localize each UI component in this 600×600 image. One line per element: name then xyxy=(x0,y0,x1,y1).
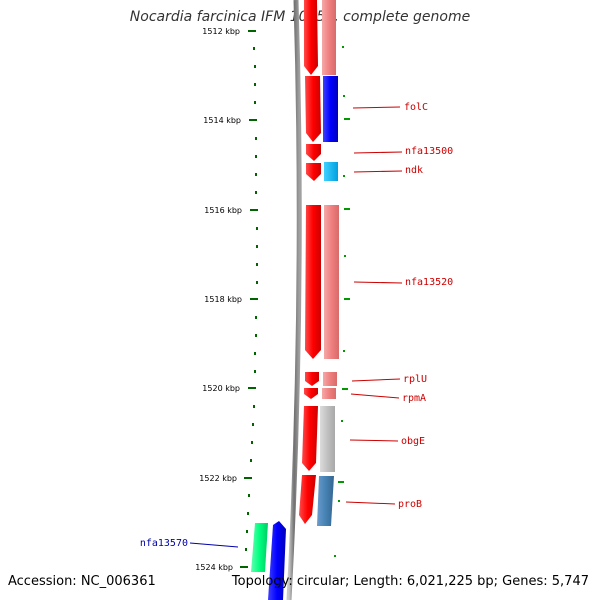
ruler-label: 1524 kbp xyxy=(195,563,233,572)
gene-label-rpmA[interactable]: rpmA xyxy=(402,393,426,404)
ruler-label: 1512 kbp xyxy=(202,27,240,36)
cds-arrow[interactable] xyxy=(268,521,286,600)
gene-label-nfa13570[interactable]: nfa13570 xyxy=(140,538,188,549)
ruler-major-ticks xyxy=(240,30,258,568)
gene-box-folC[interactable] xyxy=(323,76,338,142)
ruler-label: 1520 kbp xyxy=(202,384,240,393)
cds-arrow[interactable] xyxy=(305,205,321,359)
cds-arrow[interactable] xyxy=(305,76,321,142)
ruler-label: 1522 kbp xyxy=(199,474,237,483)
outer-ticks xyxy=(334,46,350,557)
cds-arrow[interactable] xyxy=(305,372,319,386)
gene-box-nfa13570[interactable] xyxy=(251,523,268,572)
gene-label-nfa13520[interactable]: nfa13520 xyxy=(405,277,453,288)
gene-box-proB[interactable] xyxy=(317,476,334,526)
gene-box[interactable] xyxy=(322,0,336,75)
ruler-minor-ticks xyxy=(245,47,258,551)
cds-arrow[interactable] xyxy=(304,0,318,75)
gene-box-rplU[interactable] xyxy=(323,372,337,386)
cds-arrow[interactable] xyxy=(306,144,321,161)
reverse-lane xyxy=(251,521,286,600)
gene-box-rpmA[interactable] xyxy=(322,388,336,399)
gene-box-nfa13520[interactable] xyxy=(324,205,339,359)
gene-lane xyxy=(317,0,339,526)
topology-text: Topology: circular; Length: 6,021,225 bp… xyxy=(231,574,589,589)
ruler-label: 1516 kbp xyxy=(204,206,242,215)
cds-arrow[interactable] xyxy=(306,163,321,181)
cds-lane xyxy=(299,0,321,524)
cds-arrow[interactable] xyxy=(304,388,318,399)
gene-box-ndk[interactable] xyxy=(324,162,338,181)
ruler-label: 1518 kbp xyxy=(204,295,242,304)
gene-label-rplU[interactable]: rplU xyxy=(403,374,427,385)
ruler-label: 1514 kbp xyxy=(203,116,241,125)
cds-arrow[interactable] xyxy=(299,475,316,524)
gene-label-proB[interactable]: proB xyxy=(398,499,422,510)
gene-label-ndk[interactable]: ndk xyxy=(405,165,423,176)
accession-text: Accession: NC_006361 xyxy=(8,574,156,589)
cds-arrow[interactable] xyxy=(302,406,318,471)
label-leaders xyxy=(189,106,403,548)
gene-box-obgE[interactable] xyxy=(320,406,335,472)
gene-label-folC[interactable]: folC xyxy=(404,102,428,113)
genome-backbone xyxy=(286,0,302,600)
gene-label-obgE[interactable]: obgE xyxy=(401,436,425,447)
map-title: Nocardia farcinica IFM 10152, complete g… xyxy=(129,9,471,25)
gene-label-nfa13500[interactable]: nfa13500 xyxy=(405,146,453,157)
